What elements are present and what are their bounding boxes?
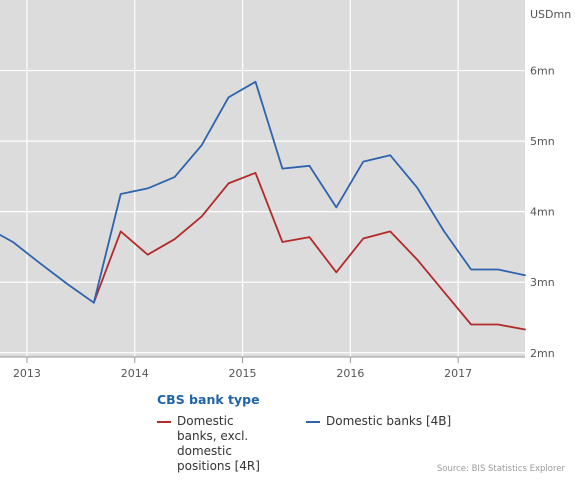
legend-swatch-red xyxy=(157,421,171,423)
x-tick-label: 2016 xyxy=(336,367,364,380)
series-line-domestic xyxy=(0,80,526,304)
plot-background xyxy=(0,0,525,357)
x-tick-label: 2015 xyxy=(229,367,257,380)
series-line-domestic-excl xyxy=(92,172,526,331)
x-tick-label: 2013 xyxy=(13,367,41,380)
legend-item-domestic[interactable]: Domestic banks [4B] xyxy=(306,414,451,429)
y-tick-label: 4mn xyxy=(530,206,555,219)
x-tick-label: 2017 xyxy=(444,367,472,380)
y-tick-label: 5mn xyxy=(530,135,555,148)
legend-label: Domestic banks, excl. domestic positions… xyxy=(177,414,260,473)
source-note: Source: BIS Statistics Explorer xyxy=(436,464,565,474)
legend-label: Domestic banks [4B] xyxy=(326,414,452,428)
y-tick-label: 6mn xyxy=(530,65,555,78)
legend-title: CBS bank type xyxy=(157,392,260,407)
y-tick-label: 2mn xyxy=(530,347,555,360)
legend-item-domestic-excl[interactable]: Domestic banks, excl. domestic positions… xyxy=(157,414,275,474)
legend-swatch-blue xyxy=(306,421,320,423)
x-tick-label: 2014 xyxy=(121,367,149,380)
unit-label: USDmn xyxy=(530,8,571,21)
y-tick-label: 3mn xyxy=(530,276,555,289)
